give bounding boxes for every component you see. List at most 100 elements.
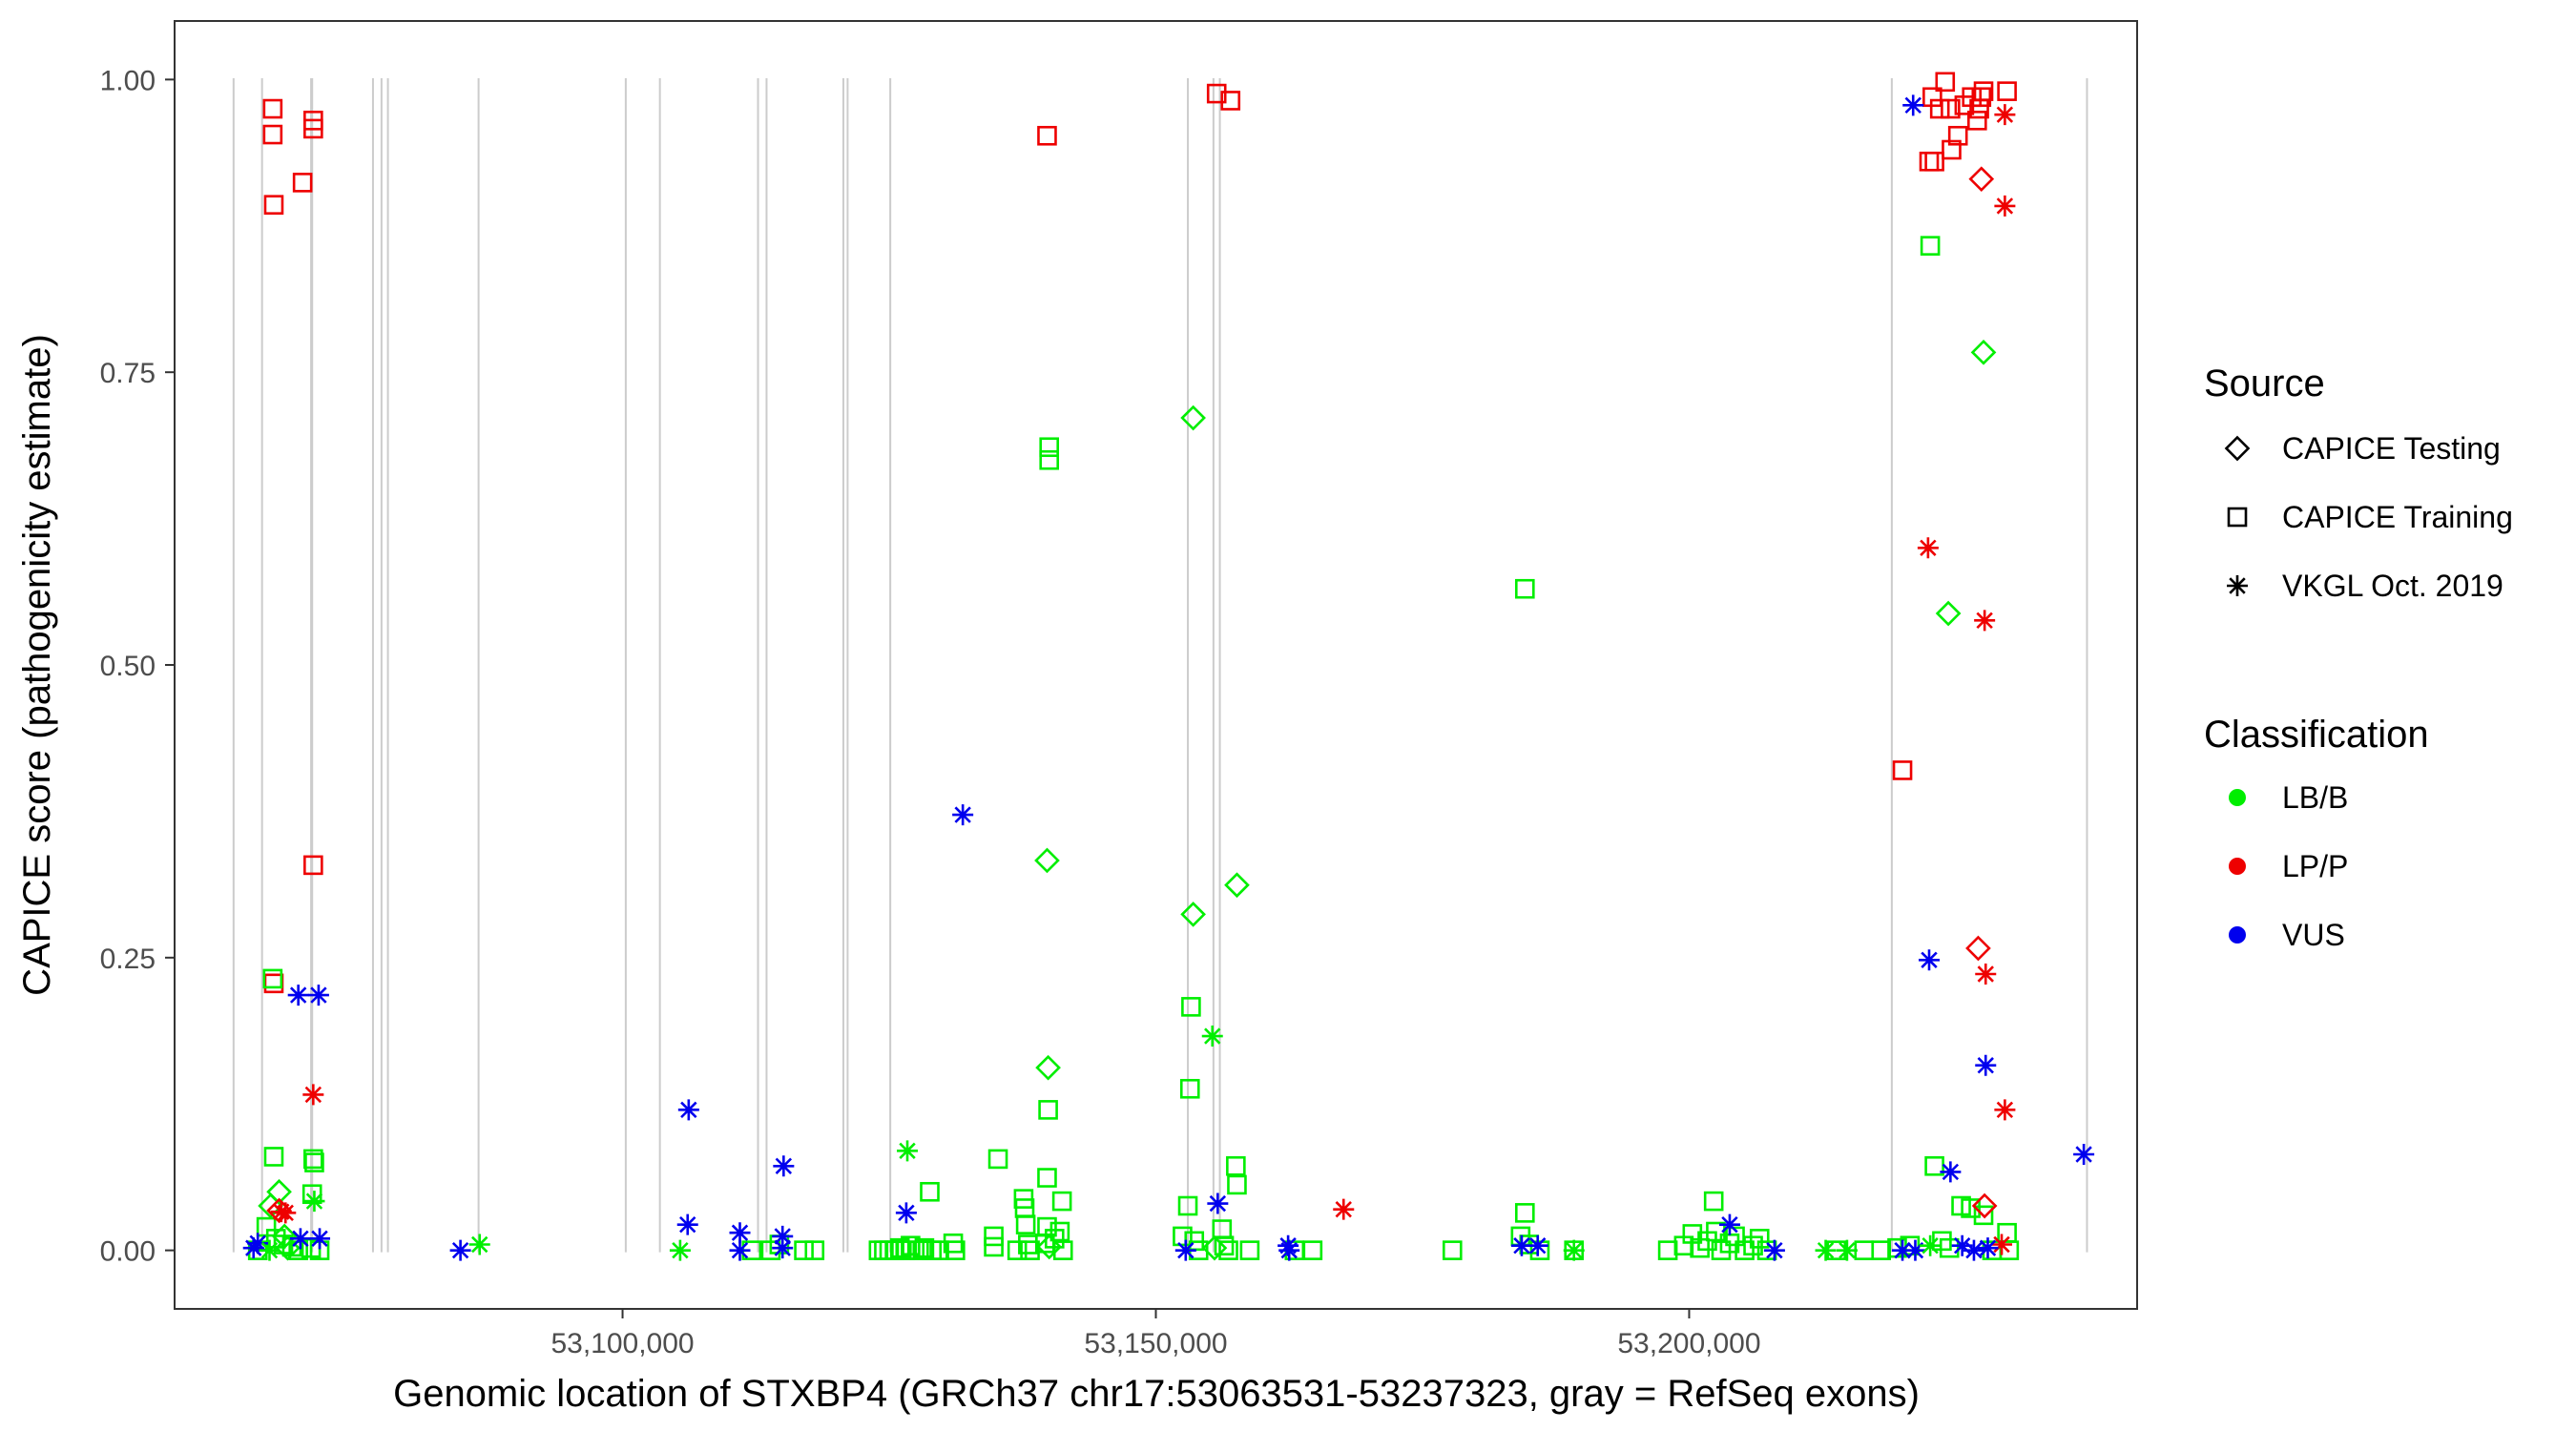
point-square-lbb	[1038, 1100, 1058, 1120]
legend-class-label: LP/P	[2282, 849, 2348, 883]
point-square-lpp	[1929, 98, 1950, 119]
x-tick-label: 53,100,000	[551, 1328, 694, 1359]
point-asterisk-vus	[1951, 1234, 1973, 1256]
point-asterisk-vus	[1977, 1237, 1999, 1259]
point-square-lbb	[1302, 1240, 1323, 1260]
point-square-lpp	[1220, 91, 1241, 111]
point-square-lpp	[1971, 87, 1992, 108]
point-diamond-lbb	[1935, 600, 1962, 627]
legend-source-label: VKGL Oct. 2019	[2282, 569, 2503, 603]
point-square-lbb	[1179, 1078, 1200, 1099]
point-square-lbb	[1939, 1237, 1960, 1258]
y-tick-label: 0.75	[100, 358, 156, 389]
point-asterisk-lbb	[1836, 1239, 1858, 1261]
point-asterisk-lpp	[1994, 1099, 2016, 1121]
legend-class-label: LB/B	[2282, 780, 2348, 815]
point-square-lbb	[1920, 236, 1941, 256]
point-diamond-lpp	[1968, 166, 1995, 193]
point-square-lpp	[1941, 98, 1961, 119]
point-asterisk-vus	[772, 1237, 794, 1259]
legend-color-dot-icon	[2229, 926, 2246, 944]
y-tick-label: 0.00	[100, 1236, 156, 1268]
y-tick-label: 0.25	[100, 944, 156, 975]
legend-source-items: CAPICE Testing CAPICE Training VKGL Oct. 2…	[2224, 431, 2513, 603]
point-square-lpp	[1973, 81, 1994, 101]
point-square-lbb	[304, 1152, 324, 1172]
point-asterisk-vus	[307, 985, 329, 1006]
point-square-lbb	[945, 1240, 966, 1260]
legend-source-label: CAPICE Training	[2282, 500, 2513, 534]
point-square-lbb	[1051, 1191, 1072, 1212]
point-square-lbb	[1177, 1195, 1198, 1216]
point-square-lbb	[1052, 1240, 1073, 1260]
point-square-lpp	[1037, 125, 1057, 146]
point-square-lpp	[1947, 125, 1968, 146]
legend-class-label: VUS	[2282, 918, 2345, 952]
point-asterisk-vus	[1902, 94, 1924, 116]
point-square-lpp	[1892, 760, 1913, 780]
point-diamond-lbb	[1034, 847, 1060, 874]
point-asterisk-vus	[772, 1225, 794, 1247]
point-square-lpp	[1942, 139, 1962, 160]
point-square-lbb	[1529, 1240, 1550, 1260]
point-square-lpp	[1935, 72, 1956, 93]
point-asterisk-lpp	[302, 1084, 324, 1106]
point-square-lbb	[1703, 1191, 1724, 1212]
point-asterisk-lpp	[1975, 964, 1997, 985]
point-asterisk-vus	[1763, 1239, 1785, 1261]
point-asterisk-vus	[729, 1222, 751, 1244]
point-diamond-lbb	[1180, 902, 1206, 927]
point-square-lbb	[889, 1237, 910, 1258]
point-asterisk-lpp	[1994, 195, 2016, 217]
legend-square-icon	[2227, 507, 2248, 528]
point-square-lbb	[984, 1236, 1004, 1257]
point-asterisk-lbb	[303, 1191, 325, 1213]
point-asterisk-lbb	[897, 1140, 919, 1162]
point-asterisk-vus	[1963, 1239, 1984, 1261]
point-square-lbb	[1442, 1240, 1463, 1260]
point-square-lpp	[262, 124, 283, 145]
point-square-lpp	[303, 855, 323, 876]
point-square-lbb	[1239, 1240, 1260, 1260]
y-tick-label: 0.50	[100, 651, 156, 682]
point-asterisk-vus	[895, 1202, 917, 1224]
point-square-lbb	[1515, 578, 1535, 599]
point-asterisk-vus	[449, 1239, 471, 1261]
point-square-lbb	[1515, 1203, 1535, 1223]
point-asterisk-lbb	[259, 1239, 280, 1261]
point-asterisk-vus	[1919, 949, 1940, 971]
point-asterisk-lpp	[1994, 104, 2016, 126]
point-diamond-lbb	[1224, 872, 1250, 899]
point-square-lbb	[1039, 449, 1060, 470]
point-square-lbb	[262, 968, 283, 989]
point-square-lbb	[1973, 1205, 1994, 1226]
point-asterisk-vus	[1975, 1054, 1997, 1076]
x-tick-label: 53,150,000	[1084, 1328, 1227, 1359]
point-square-lpp	[292, 173, 313, 193]
point-diamond-lbb	[1035, 1054, 1061, 1081]
y-tick-label: 1.00	[100, 65, 156, 96]
point-square-lbb	[804, 1240, 825, 1260]
legend-class-title: Classification	[2204, 714, 2429, 756]
x-axis-label: Genomic location of STXBP4 (GRCh37 chr17…	[393, 1373, 1920, 1415]
point-asterisk-vus	[1510, 1234, 1532, 1256]
point-asterisk-lbb	[468, 1234, 490, 1255]
point-diamond-lbb	[1201, 1234, 1228, 1261]
x-axis: 53,100,000 53,150,000 53,200,000	[551, 1309, 1761, 1359]
point-asterisk-vus	[1904, 1239, 1926, 1261]
point-square-lbb	[263, 1147, 284, 1167]
point-asterisk-vus	[1940, 1161, 1962, 1183]
point-asterisk-vus	[729, 1239, 751, 1261]
point-diamond-lpp	[1971, 1192, 1998, 1219]
point-asterisk-vus	[677, 1099, 699, 1121]
point-asterisk-lpp	[1917, 537, 1939, 559]
point-square-lbb	[794, 1240, 814, 1260]
point-square-lbb	[943, 1233, 964, 1254]
point-diamond-lbb	[1180, 404, 1206, 431]
point-asterisk-lpp	[275, 1202, 297, 1224]
point-square-lpp	[262, 98, 283, 119]
legend-source-label: CAPICE Testing	[2282, 431, 2501, 466]
point-asterisk-vus	[1207, 1192, 1229, 1214]
point-square-lpp	[1206, 83, 1227, 104]
